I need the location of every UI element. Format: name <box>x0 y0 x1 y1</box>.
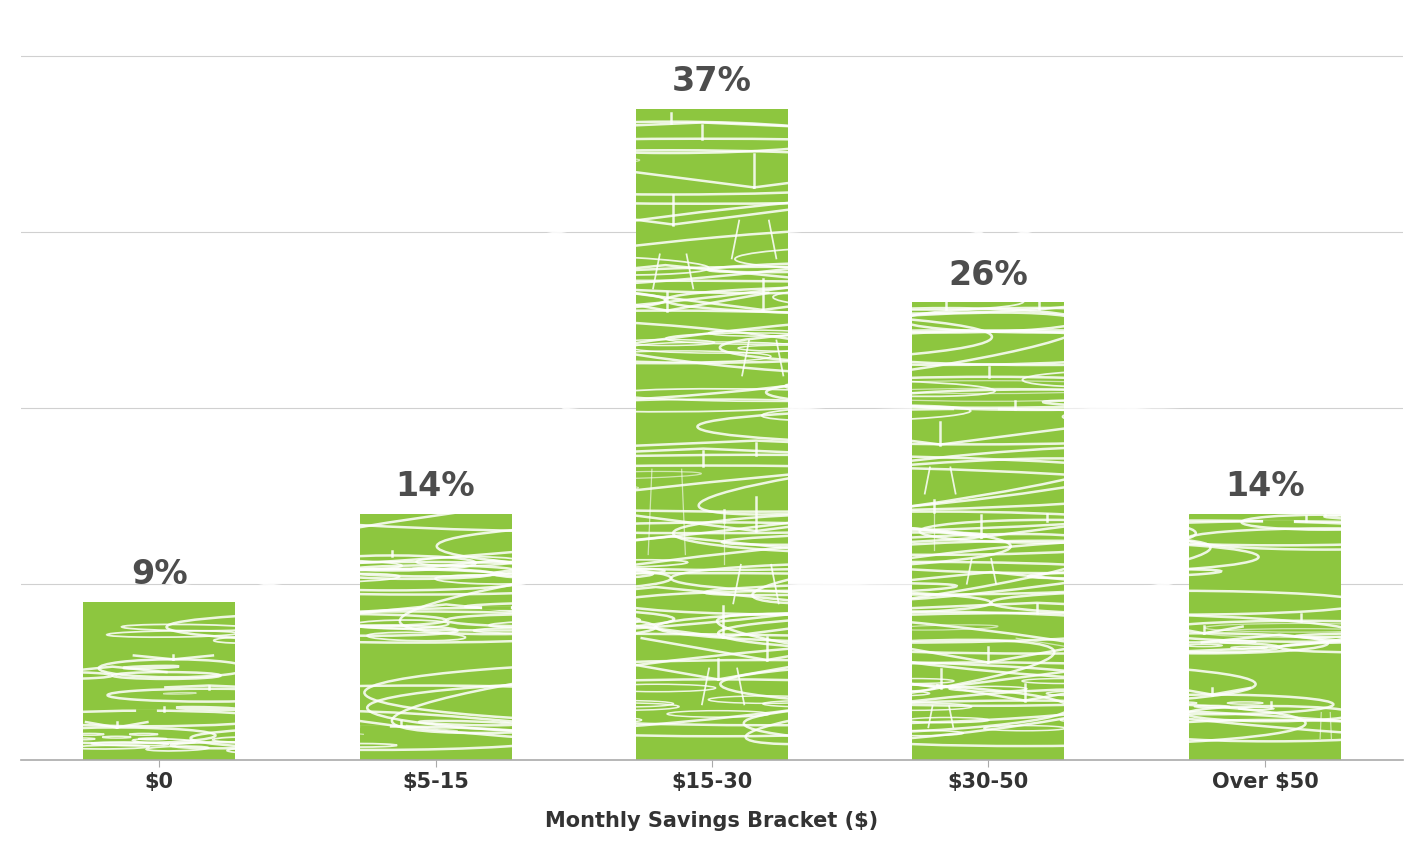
Bar <box>637 109 787 760</box>
Bar <box>913 302 1065 760</box>
Text: 26%: 26% <box>948 259 1028 292</box>
Text: 14%: 14% <box>396 470 476 503</box>
Text: 14%: 14% <box>1225 470 1304 503</box>
X-axis label: Monthly Savings Bracket ($): Monthly Savings Bracket ($) <box>545 811 879 832</box>
Bar <box>83 602 235 760</box>
Bar <box>1189 514 1341 760</box>
Text: 9%: 9% <box>131 558 188 591</box>
Bar <box>359 514 511 760</box>
Text: 37%: 37% <box>672 66 752 98</box>
